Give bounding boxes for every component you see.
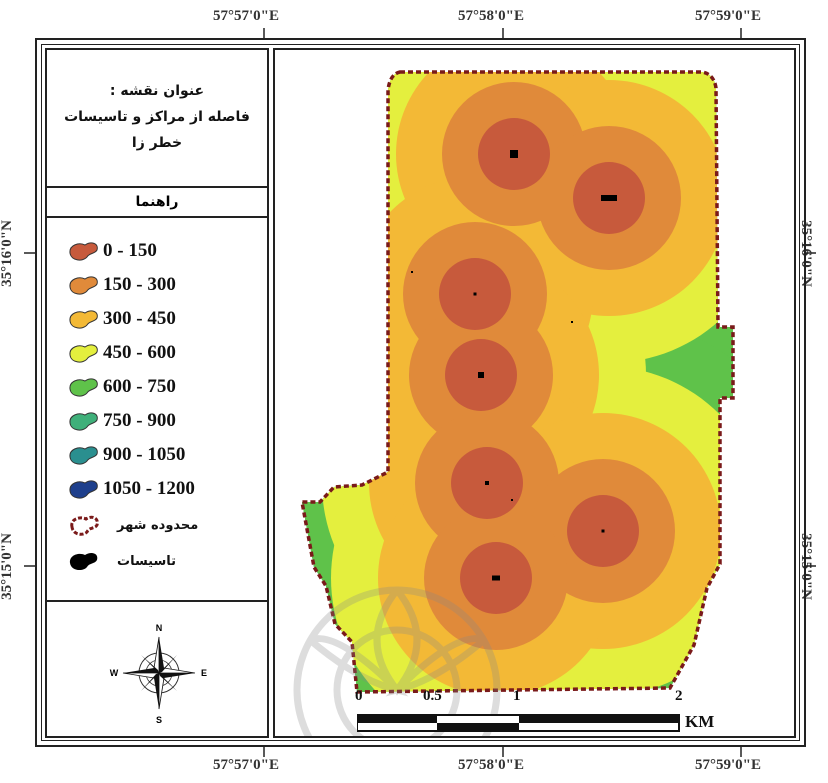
map-title-label: عنوان نقشه : bbox=[109, 83, 205, 99]
compass-e: E bbox=[201, 668, 207, 678]
legend-item-4: 450 - 600 bbox=[67, 338, 176, 368]
facility-mark-4 bbox=[485, 481, 489, 485]
facility-mark-0 bbox=[510, 150, 518, 158]
left-coord-2: 35°15'0"N bbox=[0, 533, 15, 600]
compass-w: W bbox=[110, 668, 119, 678]
legend-swatch-icon bbox=[69, 480, 98, 499]
map-outer-frame bbox=[35, 38, 806, 747]
facility-icon bbox=[69, 552, 98, 571]
legend-label-boundary: محدوده شهر bbox=[117, 517, 199, 533]
scale-tick-2: 2 bbox=[675, 688, 683, 704]
legend-swatch-icon bbox=[69, 412, 98, 431]
legend-label: 750 - 900 bbox=[103, 410, 176, 431]
legend-item-boundary: محدوده شهر bbox=[67, 510, 198, 540]
legend-list: 0 - 150 150 - 300 300 - 450 450 - 600 60… bbox=[47, 218, 267, 602]
scale-bar: 0 0.5 1 2 KM bbox=[355, 688, 725, 738]
legend-item-8: 1050 - 1200 bbox=[67, 474, 195, 504]
facility-mark-3 bbox=[478, 372, 484, 378]
top-coord-1: 57°57'0"E bbox=[213, 8, 279, 24]
legend-label: 0 - 150 bbox=[103, 240, 157, 261]
distance-raster-map bbox=[299, 70, 735, 694]
legend-label-facilities: تاسیسات bbox=[117, 553, 177, 569]
facility-mark-2 bbox=[473, 292, 477, 296]
compass-n: N bbox=[156, 623, 163, 633]
facility-mark-9 bbox=[511, 499, 513, 501]
facility-mark-1 bbox=[601, 195, 617, 201]
facility-mark-8 bbox=[571, 321, 573, 323]
legend-label: 300 - 450 bbox=[103, 308, 176, 329]
legend-item-facilities: تاسیسات bbox=[67, 546, 176, 576]
legend-label: 1050 - 1200 bbox=[103, 478, 195, 499]
legend-swatch-icon bbox=[69, 242, 98, 261]
city-boundary-line bbox=[299, 70, 735, 694]
compass-s: S bbox=[156, 715, 162, 725]
facility-mark-6 bbox=[492, 575, 500, 581]
legend-item-6: 750 - 900 bbox=[67, 406, 176, 436]
legend-label: 450 - 600 bbox=[103, 342, 176, 363]
scale-tick-05: 0.5 bbox=[423, 688, 442, 704]
bottom-coord-3: 57°59'0"E bbox=[695, 757, 761, 773]
city-boundary-icon bbox=[70, 515, 99, 536]
scale-tick-1: 1 bbox=[513, 688, 521, 704]
map-panel[interactable] bbox=[273, 48, 796, 738]
legend-swatch-icon bbox=[69, 378, 98, 397]
legend-swatch-icon bbox=[69, 344, 98, 363]
map-title-line1: فاصله از مراکز و تاسیسات bbox=[64, 109, 250, 125]
legend-label: 150 - 300 bbox=[103, 274, 176, 295]
scale-tick-0: 0 bbox=[355, 688, 363, 704]
legend-swatch-icon bbox=[69, 446, 98, 465]
legend-label: 900 - 1050 bbox=[103, 444, 186, 465]
facility-mark-5 bbox=[601, 529, 605, 533]
legend-item-2: 150 - 300 bbox=[67, 270, 176, 300]
north-arrow: N S E W bbox=[47, 602, 267, 736]
legend-panel: عنوان نقشه : فاصله از مراکز و تاسیسات خط… bbox=[45, 48, 269, 738]
legend-label: 600 - 750 bbox=[103, 376, 176, 397]
legend-item-1: 0 - 150 bbox=[67, 236, 157, 266]
legend-item-5: 600 - 750 bbox=[67, 372, 176, 402]
map-title-line2: خطر زا bbox=[131, 135, 183, 151]
bottom-coord-1: 57°57'0"E bbox=[213, 757, 279, 773]
top-coord-3: 57°59'0"E bbox=[695, 8, 761, 24]
left-coord-1: 35°16'0"N bbox=[0, 220, 15, 287]
top-coord-2: 57°58'0"E bbox=[458, 8, 524, 24]
map-inner-frame bbox=[41, 44, 800, 741]
legend-swatch-icon bbox=[69, 310, 98, 329]
legend-swatch-icon bbox=[69, 276, 98, 295]
map-title: عنوان نقشه : فاصله از مراکز و تاسیسات خط… bbox=[47, 50, 267, 188]
bottom-coord-2: 57°58'0"E bbox=[458, 757, 524, 773]
legend-heading: راهنما bbox=[47, 188, 267, 218]
scale-bar-graphic bbox=[357, 714, 680, 732]
facility-mark-7 bbox=[411, 271, 413, 273]
legend-item-3: 300 - 450 bbox=[67, 304, 176, 334]
compass-rose-icon: N S E W bbox=[110, 623, 207, 725]
legend-item-7: 900 - 1050 bbox=[67, 440, 185, 470]
scale-unit: KM bbox=[685, 712, 715, 731]
